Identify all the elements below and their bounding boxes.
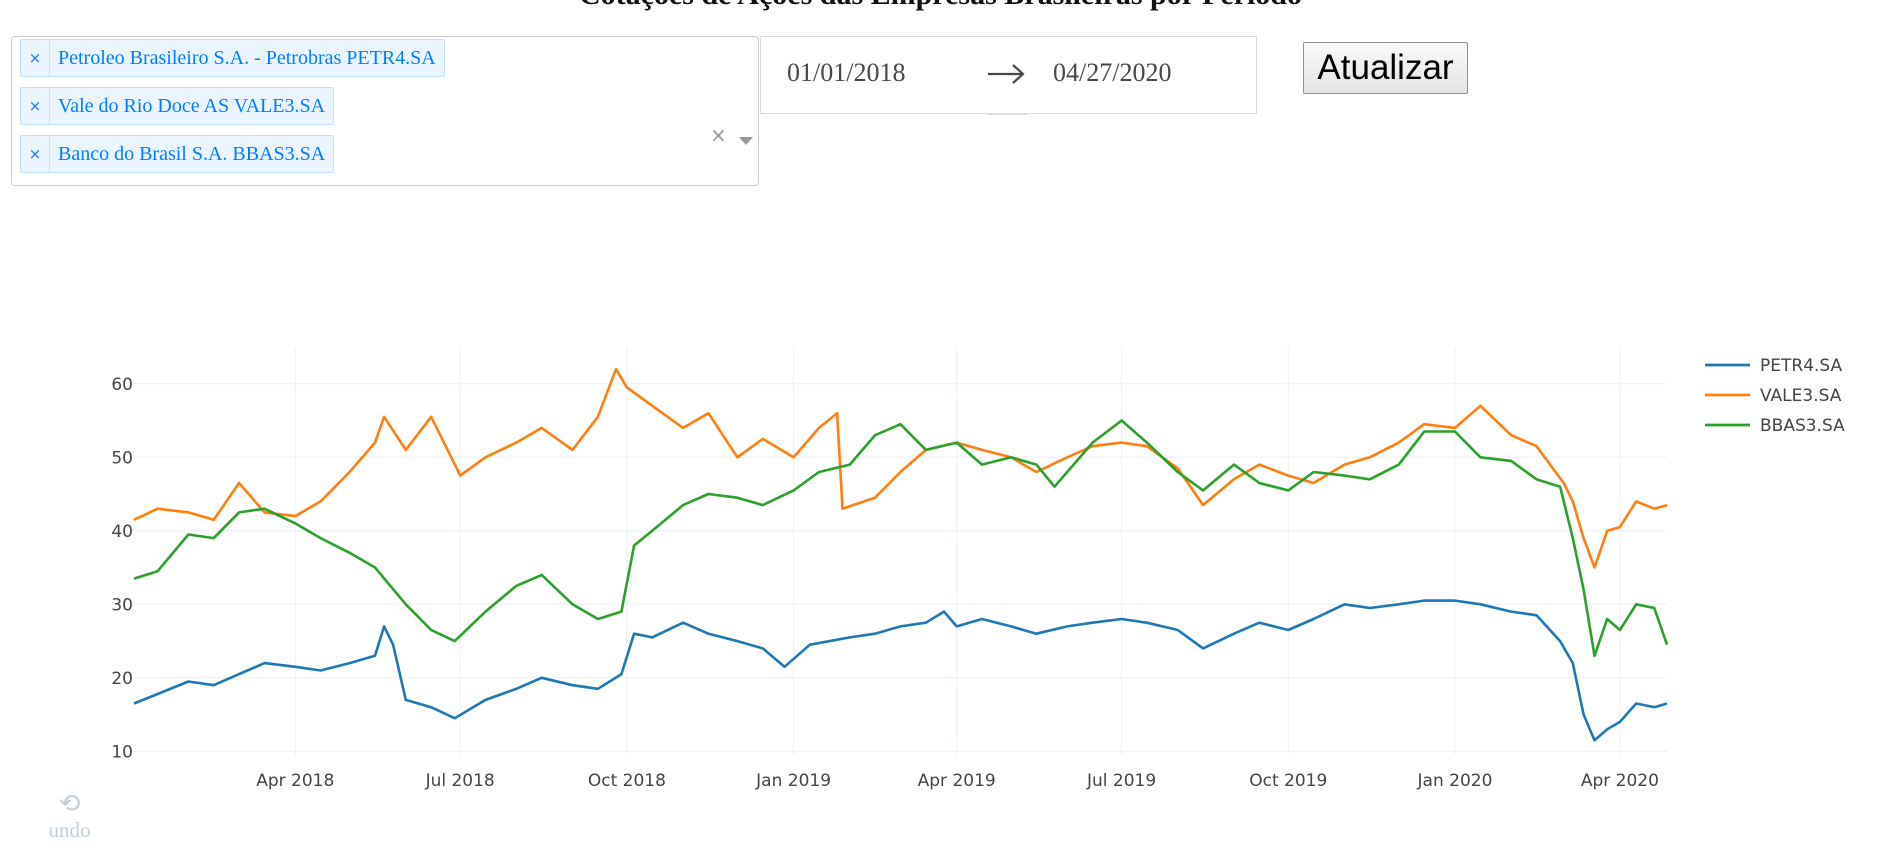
x-tick-label: Apr 2018 xyxy=(256,771,334,791)
clear-selection-icon[interactable]: × xyxy=(710,123,727,147)
x-tick-label: Jan 2019 xyxy=(755,771,831,791)
legend-label: BBAS3.SA xyxy=(1760,416,1845,436)
y-tick-label: 20 xyxy=(111,669,133,689)
undo-label: undo xyxy=(48,818,91,842)
remove-tag-icon[interactable]: × xyxy=(21,88,50,124)
tag-label: Vale do Rio Doce AS VALE3.SA xyxy=(58,94,326,117)
end-date-input[interactable] xyxy=(1053,53,1213,93)
tag-label: Banco do Brasil S.A. BBAS3.SA xyxy=(58,142,326,165)
x-tick-label: Apr 2020 xyxy=(1581,771,1659,791)
series-line-bbas3-sa xyxy=(133,419,1669,658)
date-range-picker xyxy=(760,36,1257,115)
price-chart: 10 20 30 40 50 60 Apr 2018 Jul 2018 Oct 2018 Jan … xyxy=(111,347,1845,791)
company-multiselect[interactable]: × Petroleo Brasileiro S.A. - Petrobras P… xyxy=(11,36,759,186)
x-tick-label: Oct 2019 xyxy=(1249,771,1327,791)
y-tick-label: 40 xyxy=(111,522,133,542)
y-tick-label: 10 xyxy=(111,742,133,762)
undo-icon: ⟲ xyxy=(58,789,81,819)
date-input-underline xyxy=(987,113,1027,115)
dropdown-arrow-icon[interactable] xyxy=(739,137,753,145)
series-line-vale3-sa xyxy=(133,367,1668,569)
selected-tag-bbas3: × Banco do Brasil S.A. BBAS3.SA xyxy=(20,135,335,173)
x-tick-label: Jul 2019 xyxy=(1086,771,1156,791)
tag-label: Petroleo Brasileiro S.A. - Petrobras PET… xyxy=(58,46,436,69)
start-date-input[interactable] xyxy=(787,53,947,93)
selected-tag-vale3: × Vale do Rio Doce AS VALE3.SA xyxy=(20,87,335,125)
x-tick-label: Apr 2019 xyxy=(918,771,996,791)
legend-label: PETR4.SA xyxy=(1760,356,1843,376)
remove-tag-icon[interactable]: × xyxy=(21,136,50,172)
remove-tag-icon[interactable]: × xyxy=(21,40,50,76)
y-tick-label: 50 xyxy=(111,448,133,468)
selected-tag-petr4: × Petroleo Brasileiro S.A. - Petrobras P… xyxy=(20,39,445,77)
y-tick-label: 30 xyxy=(111,595,133,615)
x-tick-label: Jan 2020 xyxy=(1417,771,1493,791)
undo-button[interactable]: ⟲ undo xyxy=(42,790,97,842)
page-title: Cotações de Ações das Empresas Brasileir… xyxy=(0,0,1881,12)
x-tick-label: Oct 2018 xyxy=(588,771,666,791)
x-tick-label: Jul 2018 xyxy=(425,771,495,791)
series-line-petr4-sa xyxy=(133,599,1668,742)
y-tick-label: 60 xyxy=(111,375,133,395)
right-arrow-icon xyxy=(988,64,1025,84)
legend-label: VALE3.SA xyxy=(1760,386,1842,406)
update-button[interactable]: Atualizar xyxy=(1303,42,1468,94)
